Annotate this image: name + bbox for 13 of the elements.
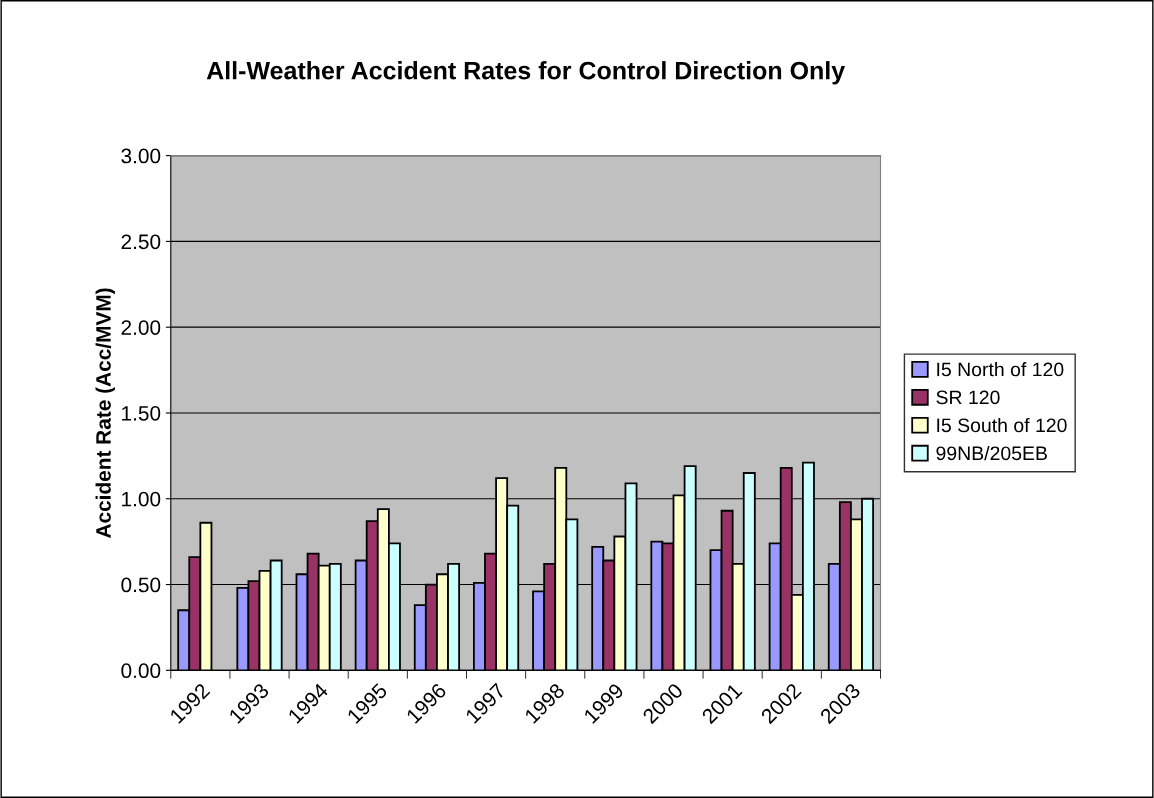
y-tick-label: 2.50 [121,234,161,250]
y-tick-label: 1.50 [122,405,161,421]
y-tick-label: 2.00 [121,320,161,335]
legend-label: SR 120 [936,390,1000,405]
y-tick-label: 0.50 [121,577,161,593]
chart-title: All-Weather Accident Rates for Control Direction Only [206,61,846,85]
y-axis-title: Accident Rate (Acc/MVM) [95,288,115,539]
legend-label: 99NB/205EB [936,445,1047,461]
y-tick-label: 0.00 [121,663,161,679]
legend-label: I5 South of 120 [937,417,1067,433]
legend-label: I5 North of 120 [937,362,1064,377]
y-tick-label: 3.00 [121,148,161,164]
y-tick-label: 1.00 [122,491,161,507]
